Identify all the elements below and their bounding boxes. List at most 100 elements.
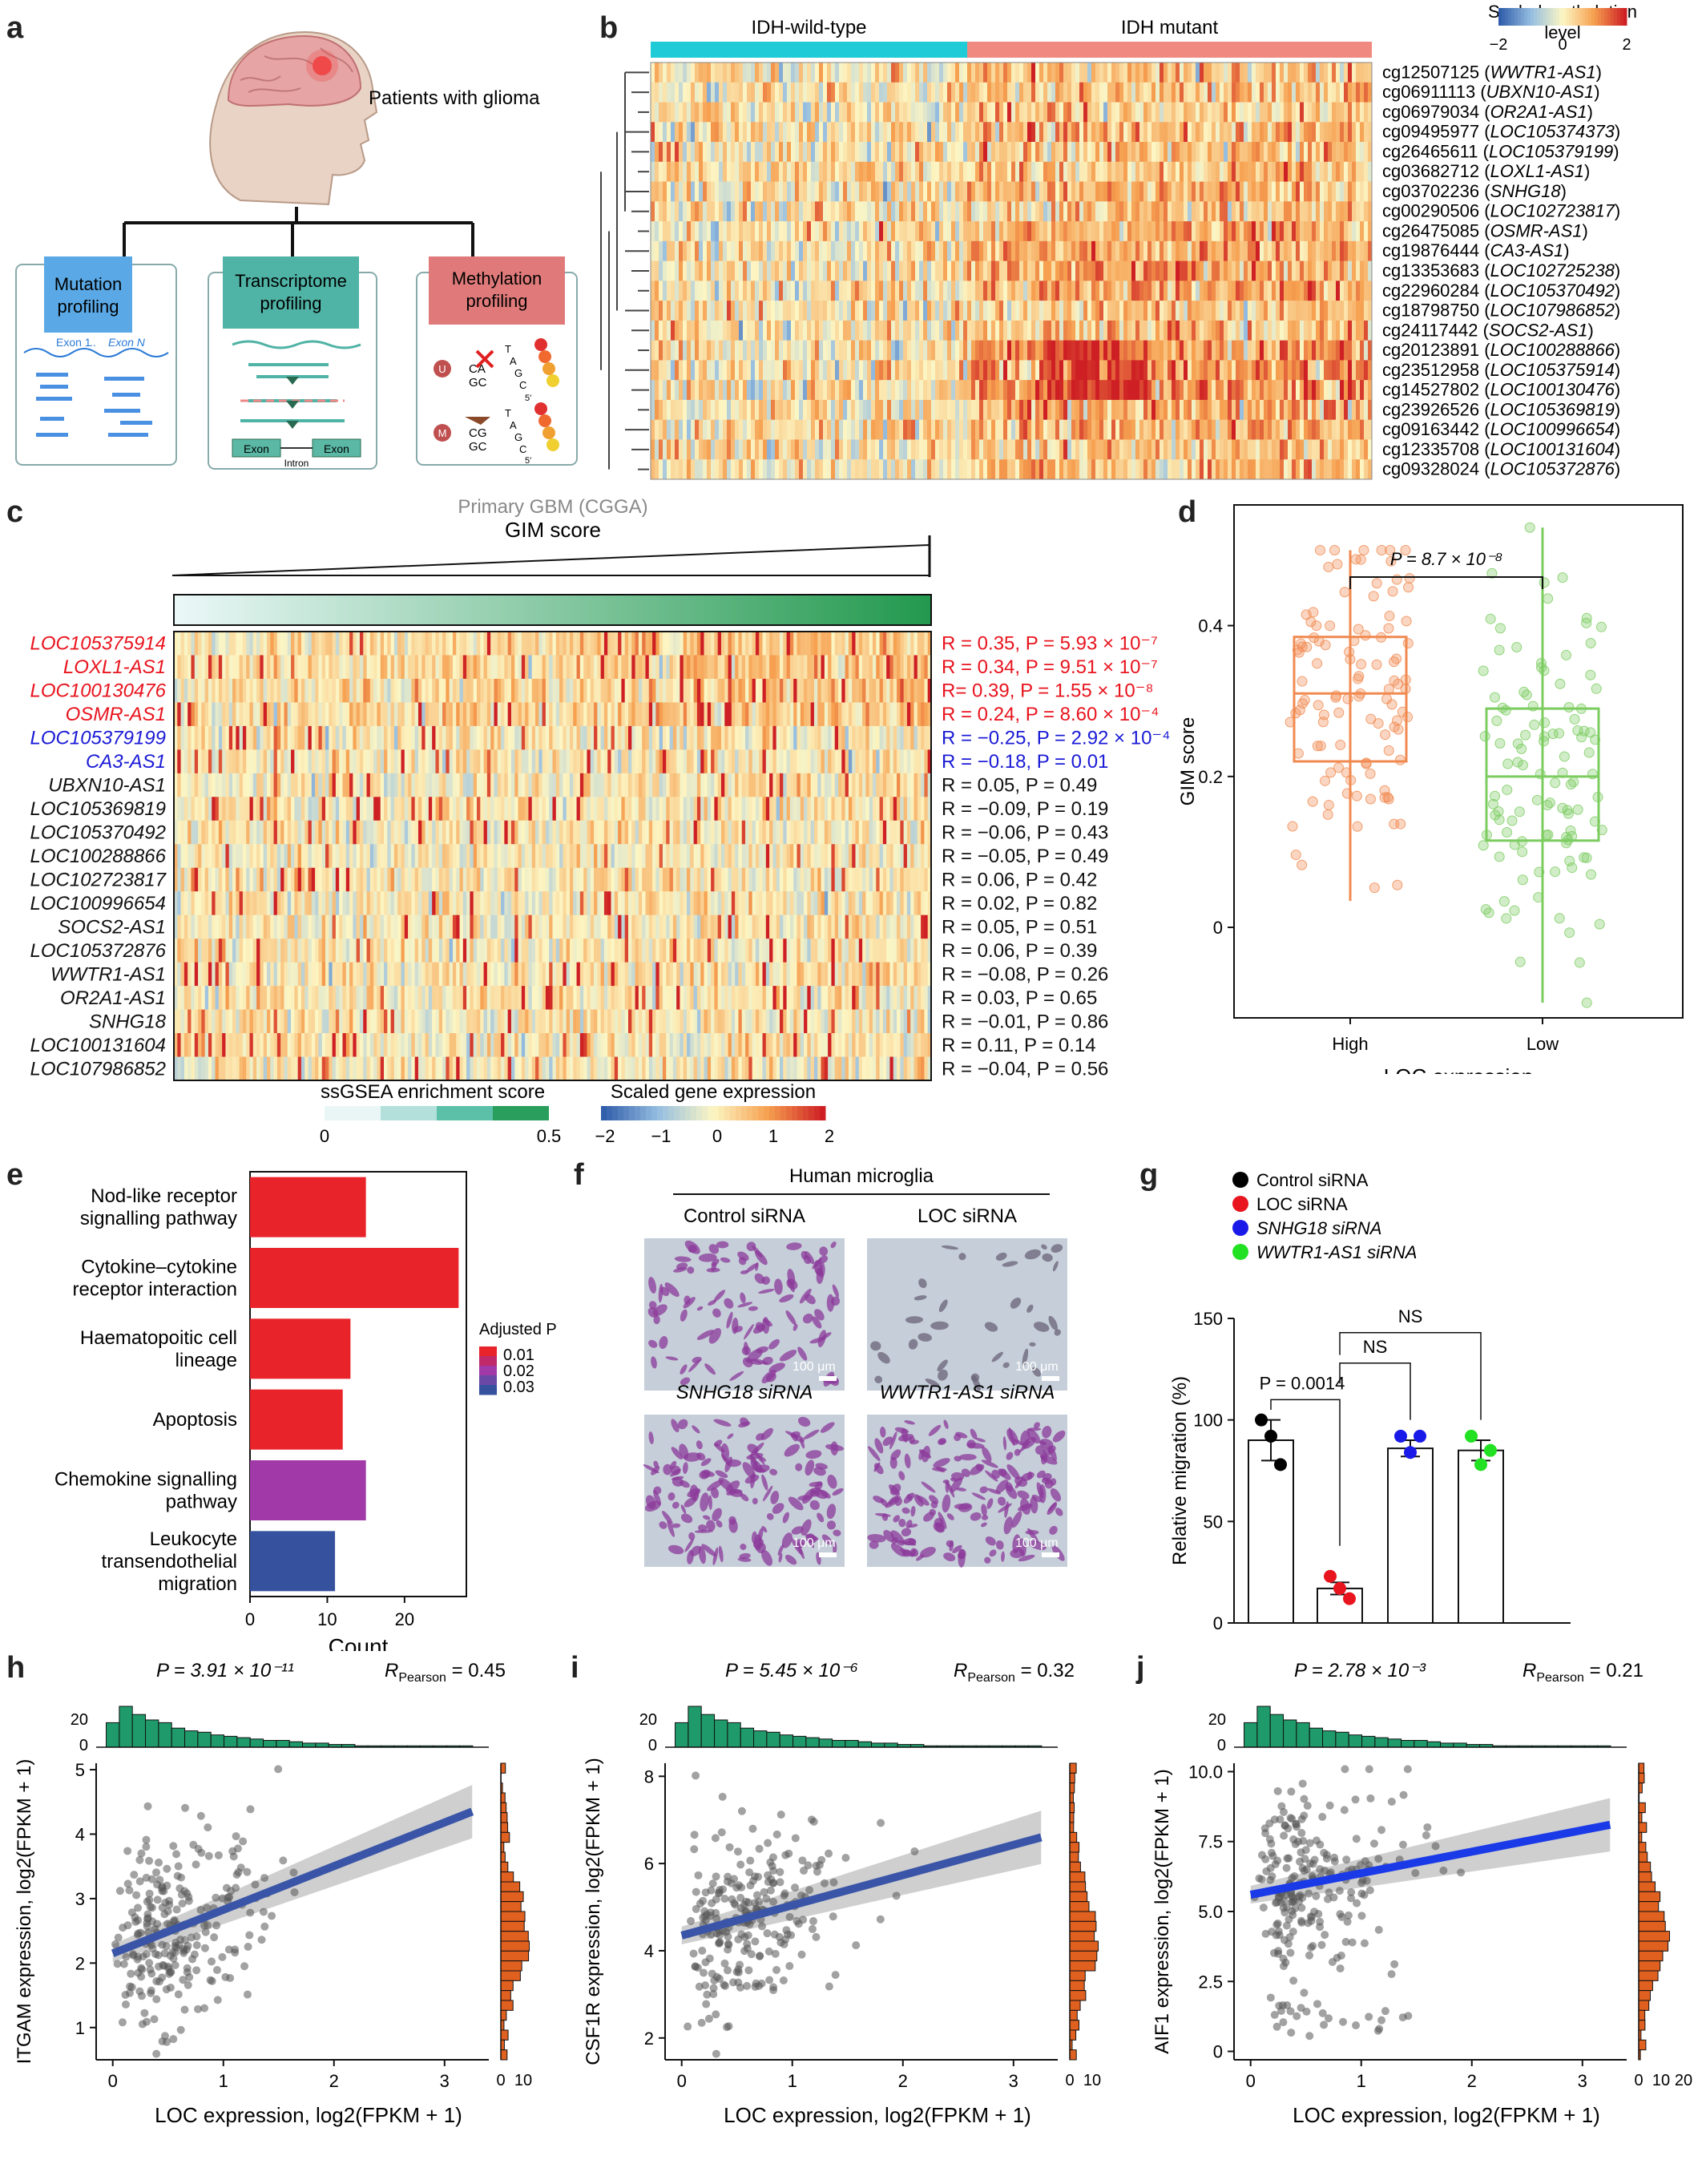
heatmap-cell	[1067, 301, 1072, 321]
colorbar-step	[1559, 8, 1563, 26]
heatmap-cell	[743, 419, 748, 440]
heatmap-cell	[1184, 260, 1188, 281]
expression-cell	[528, 655, 533, 680]
heatmap-cell	[839, 82, 844, 103]
heatmap-cell	[891, 142, 896, 163]
heatmap-cell	[1308, 82, 1313, 103]
heatmap-cell	[1147, 221, 1152, 242]
heatmap-cell	[807, 201, 812, 222]
gradient-step	[607, 595, 612, 625]
heatmap-cell	[1304, 82, 1309, 103]
heatmap-cell	[771, 459, 776, 480]
heatmap-cell	[759, 260, 764, 281]
expression-cell	[273, 655, 278, 680]
heatmap-cell	[1047, 459, 1052, 480]
heatmap-cell	[951, 260, 956, 281]
expression-cell	[600, 678, 605, 703]
heatmap-cell	[1356, 380, 1361, 401]
expression-cell	[449, 655, 454, 680]
heatmap-cell	[1055, 281, 1060, 301]
heatmap-cell	[1200, 340, 1204, 361]
heatmap-cell	[771, 260, 776, 281]
heatmap-cell	[867, 240, 872, 262]
heatmap-cell	[763, 320, 768, 341]
heatmap-cell	[1252, 260, 1256, 281]
gradient-step	[380, 595, 385, 625]
methylation-legend-tick: 0	[1558, 36, 1567, 54]
heatmap-cell	[1216, 161, 1220, 183]
heatmap-cell	[867, 281, 872, 301]
gradient-step	[728, 595, 732, 625]
heatmap-cell	[803, 142, 808, 163]
heatmap-cell	[799, 63, 804, 83]
expression-cell	[590, 655, 595, 680]
heatmap-cell	[1296, 102, 1301, 123]
heatmap-cell	[1019, 399, 1024, 421]
heatmap-cell	[683, 201, 688, 222]
heatmap-cell	[951, 439, 956, 460]
heatmap-cell	[775, 201, 780, 222]
heatmap-cell	[1180, 63, 1184, 83]
heatmap-cell	[831, 221, 836, 242]
heatmap-cell	[1184, 122, 1188, 143]
gradient-step	[793, 595, 797, 625]
heatmap-cell	[1147, 301, 1152, 321]
heatmap-cell	[987, 459, 992, 480]
heatmap-cell	[791, 201, 796, 222]
expression-cell	[621, 655, 626, 680]
heatmap-cell	[963, 63, 968, 83]
heatmap-cell	[863, 340, 868, 361]
heatmap-cell	[1312, 221, 1317, 242]
gene-name: LOC102725238	[1490, 260, 1615, 281]
heatmap-cell	[1320, 181, 1325, 202]
heatmap-cell	[1087, 201, 1092, 222]
heatmap-cell	[1252, 281, 1256, 301]
gradient-step	[353, 595, 357, 625]
heatmap-cell	[1172, 340, 1176, 361]
expression-cell	[728, 678, 732, 703]
gradient-step	[621, 595, 626, 625]
heatmap-cell	[799, 142, 804, 163]
heatmap-cell	[1164, 380, 1168, 401]
heatmap-cell	[1216, 142, 1220, 163]
heatmap-cell	[1276, 281, 1281, 301]
heatmap-cell	[959, 439, 964, 460]
heatmap-cell	[1091, 320, 1096, 341]
expression-cell	[421, 678, 426, 703]
heatmap-cell	[987, 340, 992, 361]
gradient-step	[194, 595, 199, 625]
expression-cell	[501, 702, 505, 727]
heatmap-cell	[1316, 221, 1321, 242]
heatmap-cell	[723, 82, 728, 103]
heatmap-cell	[855, 102, 860, 123]
heatmap-cell	[951, 161, 956, 183]
heatmap-cell	[1115, 63, 1120, 83]
heatmap-cell	[1192, 142, 1196, 163]
cg-id: cg09495977 (	[1382, 122, 1490, 142]
heatmap-cell	[1027, 142, 1032, 163]
heatmap-cell	[1312, 260, 1317, 281]
colorbar-step	[1623, 8, 1627, 26]
heatmap-cell	[707, 240, 712, 262]
heatmap-cell	[1047, 63, 1052, 83]
heatmap-cell	[1236, 260, 1240, 281]
heatmap-cell	[735, 399, 740, 421]
heatmap-cell	[1123, 419, 1128, 440]
heatmap-cell	[1147, 380, 1152, 401]
expression-cell	[921, 632, 925, 656]
heatmap-cell	[1312, 399, 1317, 421]
heatmap-cell	[863, 360, 868, 381]
heatmap-cell	[1103, 419, 1108, 440]
expression-cell	[579, 702, 584, 727]
heatmap-cell	[1031, 240, 1036, 262]
heatmap-cell	[1208, 439, 1212, 460]
heatmap-cell	[655, 142, 659, 163]
heatmap-cell	[1083, 142, 1088, 163]
seq1-t: T	[505, 343, 511, 355]
expression-cell	[862, 655, 866, 680]
colorbar-step	[1572, 8, 1576, 26]
heatmap-cell	[1003, 142, 1008, 163]
heatmap-cell	[755, 380, 760, 401]
heatmap-cell	[1244, 142, 1248, 163]
heatmap-cell	[667, 102, 672, 123]
